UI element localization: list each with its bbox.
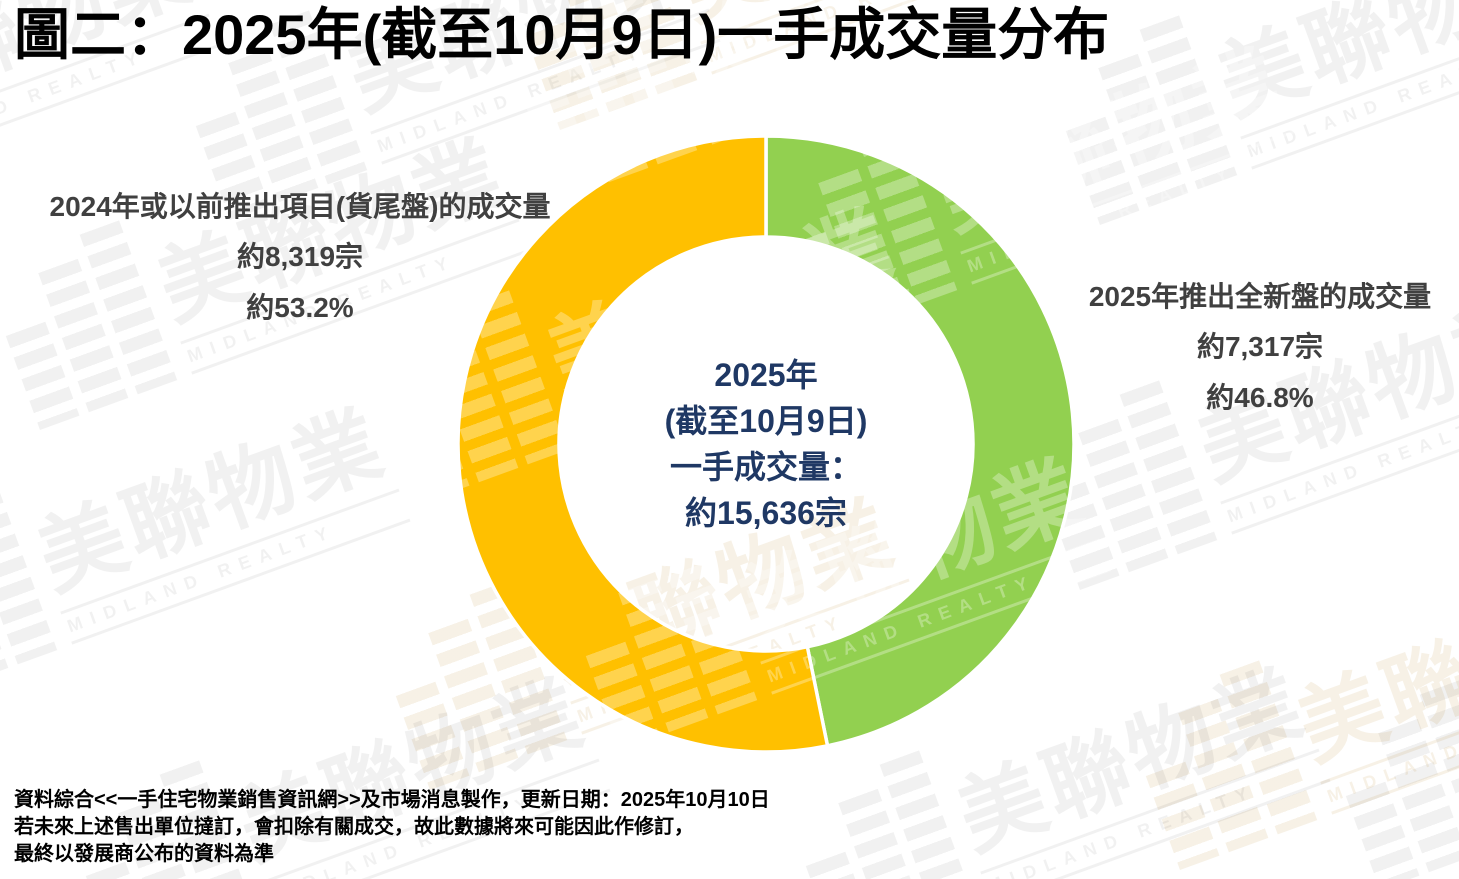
yellow-slice-percent: 約53.2% (246, 291, 354, 323)
footnote-line-2: 若未來上述售出單位撻訂，會扣除有關成交，故此數據將來可能因此作修訂， (14, 816, 694, 838)
logo-bar-column (1145, 761, 1220, 870)
center-line-1: 2025年 (714, 357, 818, 393)
logo-bar-column (1219, 660, 1318, 835)
logo-bar-column (1098, 53, 1189, 208)
yellow-slice-units: 約8,319宗 (236, 241, 364, 273)
center-line-4: 約15,636宗 (685, 495, 847, 531)
center-line-3: 一手成交量： (669, 449, 862, 485)
logo-bar-column (0, 490, 58, 665)
donut-segment-green (764, 134, 1076, 748)
donut-center-total: 2025年 (截至10月9日) 一手成交量： 約15,636宗 (566, 352, 966, 536)
midland-logo-bars-icon (1122, 660, 1318, 870)
green-slice-percent: 約46.8% (1206, 381, 1314, 413)
logo-bar-column (1139, 15, 1238, 190)
midland-logo-bars-icon (1322, 680, 1459, 879)
midland-logo-bars-icon (782, 750, 978, 879)
logo-bar-column (805, 851, 880, 879)
footnote-line-3: 最終以發展商公布的資料為準 (14, 843, 274, 865)
midland-logo-bars-icon (0, 490, 58, 700)
yellow-slice-name: 2024年或以前推出項目(貨尾盤)的成交量 (49, 191, 551, 222)
logo-bar-column (1378, 718, 1459, 873)
footnote-line-1: 資料綜合<<一手住宅物業銷售資訊網>>及市場消息製作，更新日期：2025年10月… (14, 789, 770, 811)
watermark-cjk-text: 美聯物業 (1286, 564, 1459, 779)
logo-bar-column (838, 788, 929, 879)
green-slice-units: 約7,317宗 (1196, 331, 1324, 363)
logo-bar-column (1078, 418, 1169, 573)
data-label-yellow-slice: 2024年或以前推出項目(貨尾盤)的成交量 約8,319宗 約53.2% (20, 192, 580, 343)
watermark-cjk-text: 美聯物業 (1206, 0, 1459, 134)
source-footnote: 資料綜合<<一手住宅物業銷售資訊網>>及市場消息製作，更新日期：2025年10月… (14, 787, 770, 868)
donut-chart (456, 134, 1076, 754)
logo-bar-column (1178, 698, 1269, 853)
donut-svg (456, 134, 1076, 754)
green-slice-name: 2025年推出全新盤的成交量 (1088, 281, 1432, 312)
logo-bar-column (879, 750, 978, 879)
watermark-latin-text: MIDLAND REALTY (60, 488, 411, 645)
watermark-latin-text: MIDLAND REALTY (980, 748, 1331, 879)
donut-segment-yellow (456, 134, 830, 754)
watermark-latin-text: MIDLAND REALTY (1320, 658, 1459, 815)
watermark-cjk-text: 美聯物業 (26, 394, 398, 609)
logo-bar-column (228, 48, 319, 203)
data-label-green-slice: 2025年推出全新盤的成交量 約7,317宗 約46.8% (1064, 282, 1456, 433)
logo-bar-column (1065, 116, 1140, 225)
chart-title: 圖二：2025年(截至10月9日)一手成交量分布 (14, 3, 1110, 66)
logo-bar-column (1419, 680, 1459, 855)
center-line-2: (截至10月9日) (664, 403, 868, 439)
watermark-latin-text: MIDLAND REALTY (1240, 13, 1459, 170)
logo-bar-column (0, 528, 9, 683)
logo-bar-column (1345, 781, 1420, 879)
